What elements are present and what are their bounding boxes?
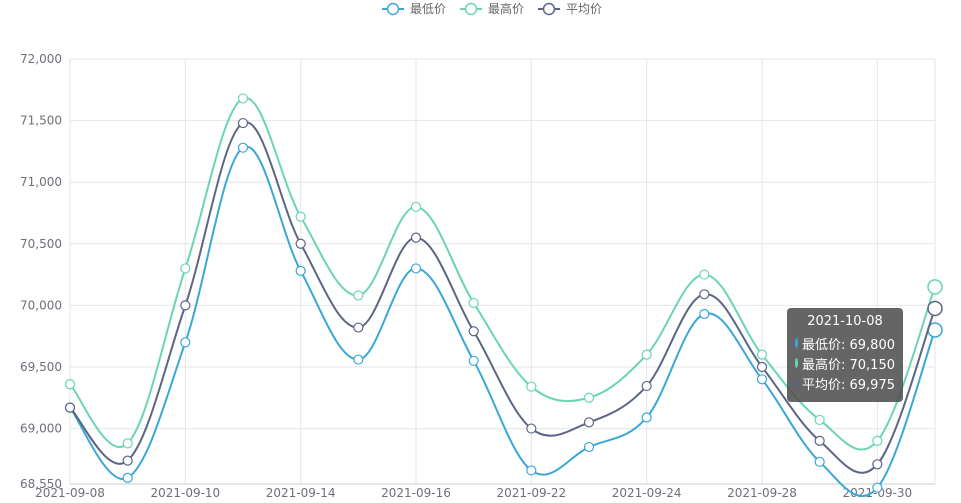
data-point: [122, 472, 133, 483]
legend-label: 最低价: [410, 2, 446, 16]
data-point: [237, 93, 249, 104]
series-2: [64, 117, 943, 474]
data-point: [526, 465, 537, 476]
series-0: [64, 142, 943, 497]
y-tick-label: 71,000: [20, 175, 62, 189]
data-point: [814, 435, 825, 446]
data-point: [641, 380, 652, 392]
tooltip-title: 2021-10-08: [807, 314, 883, 329]
x-tick-label: 2021-09-10: [150, 486, 220, 500]
chart-grid: [69, 58, 936, 485]
data-point: [756, 374, 768, 385]
data-point: [699, 269, 710, 280]
data-point: [180, 337, 191, 348]
y-axis: 68,550 69,000 69,500 70,000 70,500 71,000 71,5…: [20, 52, 62, 491]
chart-tooltip: 2021-10-08 最低价: 69,800 最高价: 70,150 平均价: …: [787, 308, 903, 402]
data-point: [410, 232, 422, 243]
y-tick-label: 69,500: [20, 360, 62, 374]
chart-series: [64, 93, 943, 497]
y-tick-label: 69,000: [20, 422, 62, 436]
tooltip-label-high: 最高价: 70,150: [802, 357, 895, 373]
data-point: [583, 417, 595, 428]
x-tick-label: 2021-09-28: [727, 486, 797, 500]
x-tick-label: 2021-09-16: [381, 486, 451, 500]
data-point: [583, 441, 595, 453]
data-point: [872, 435, 883, 446]
x-tick-label: 2021-09-22: [496, 486, 566, 500]
data-point: [410, 201, 422, 212]
y-tick-label: 72,000: [20, 52, 62, 66]
tooltip-dot-low: [795, 338, 798, 348]
x-tick-label: 2021-09-14: [266, 486, 336, 500]
data-point: [699, 289, 710, 300]
data-point: [468, 297, 479, 309]
data-point: [295, 265, 306, 276]
data-point: [699, 308, 710, 320]
x-tick-label: 2021-09-08: [35, 486, 105, 500]
data-point: [641, 349, 652, 360]
data-point: [353, 290, 364, 301]
data-point: [814, 414, 825, 426]
data-point: [122, 438, 133, 449]
tooltip-row-high: 最高价: 70,150: [795, 353, 895, 373]
data-point: [295, 238, 306, 249]
data-point: [927, 279, 943, 295]
data-point: [756, 361, 768, 373]
series-line-0: [69, 145, 936, 497]
tooltip-row-low: 最低价: 69,800: [795, 333, 895, 353]
legend-item-0[interactable]: 最低价: [382, 2, 446, 16]
data-point: [526, 381, 537, 392]
tooltip-label-avg: 平均价: 69,975: [802, 377, 895, 393]
legend-circle-icon: [386, 2, 400, 16]
data-point: [64, 379, 76, 390]
data-point: [180, 300, 191, 311]
legend-item-1[interactable]: 最高价: [460, 1, 524, 16]
data-point: [122, 455, 133, 466]
y-tick-label: 71,500: [20, 114, 62, 128]
data-point: [353, 322, 364, 333]
data-point: [295, 211, 306, 222]
data-point: [872, 459, 883, 470]
tooltip-dot-high: [795, 358, 798, 368]
data-point: [641, 412, 652, 423]
series-line-2: [69, 121, 936, 474]
y-tick-label: 70,000: [20, 298, 62, 312]
data-point: [814, 456, 825, 467]
chart-legend[interactable]: 最低价 最高价 平均价: [382, 1, 602, 16]
x-axis: 2021-09-08 2021-09-10 2021-09-14 2021-09-16…: [35, 483, 935, 500]
data-point: [353, 354, 364, 365]
y-tick-label: 68,550: [20, 477, 62, 491]
data-point: [927, 300, 943, 317]
tooltip-label-low: 最低价: 69,800: [802, 337, 895, 353]
data-point: [237, 117, 249, 129]
y-tick-label: 70,500: [20, 237, 62, 251]
data-point: [410, 263, 422, 274]
data-point: [180, 263, 191, 274]
x-tick-label: 2021-09-24: [612, 486, 682, 500]
data-point: [468, 355, 479, 366]
data-point: [468, 326, 479, 337]
data-point: [64, 402, 76, 413]
tooltip-dot-avg: [795, 378, 798, 388]
data-point: [583, 392, 595, 403]
data-point: [237, 142, 249, 153]
legend-circle-icon: [464, 2, 478, 16]
legend-circle-icon: [542, 2, 556, 16]
data-point: [872, 482, 883, 493]
data-point: [526, 423, 537, 434]
legend-label: 平均价: [566, 2, 602, 16]
data-point: [756, 349, 768, 360]
legend-item-2[interactable]: 平均价: [538, 2, 602, 16]
tooltip-row-avg: 平均价: 69,975: [795, 373, 895, 393]
legend-label: 最高价: [488, 1, 524, 16]
